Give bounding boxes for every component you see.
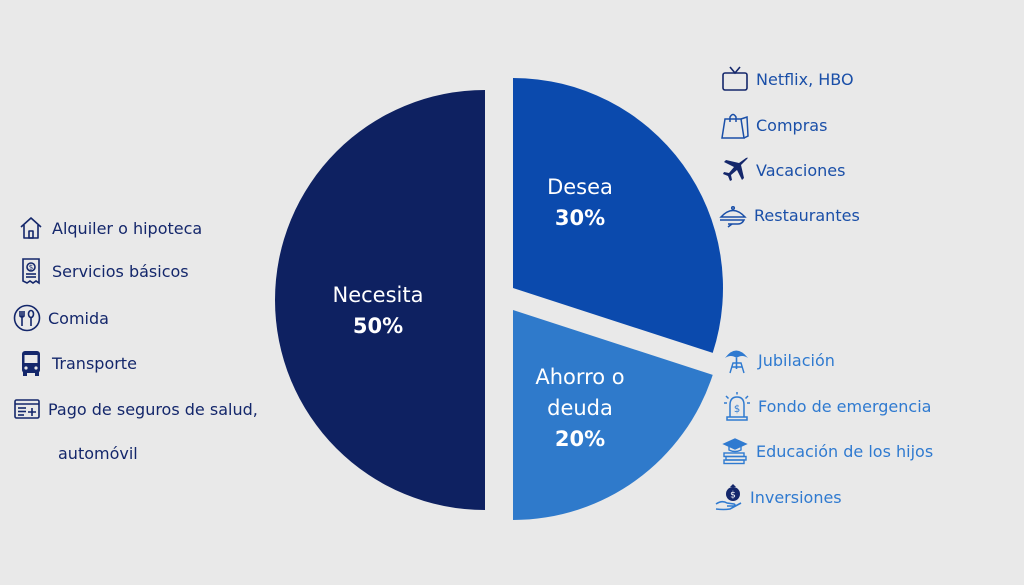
- legend-label: Alquiler o hipoteca: [52, 218, 203, 238]
- legend-label: Servicios básicos: [52, 261, 189, 281]
- legend-item-educacion: Educación de los hijos: [720, 436, 933, 466]
- slice-name: Desea: [547, 175, 613, 199]
- graduation-cap-books-icon: [720, 436, 750, 466]
- legend-item-vacaciones: Vacaciones: [720, 155, 845, 185]
- legend-item-inversiones: $ Inversiones: [714, 482, 842, 512]
- legend-item-restaurantes: Restaurantes: [718, 200, 860, 230]
- legend-label: Educación de los hijos: [756, 441, 934, 461]
- slice-label-ahorro: Ahorro o deuda 20%: [520, 362, 640, 455]
- insurance-card-icon: [12, 394, 42, 424]
- legend-label: Restaurantes: [754, 205, 860, 225]
- legend-label: Vacaciones: [756, 160, 846, 180]
- shopping-bag-icon: [720, 110, 750, 140]
- legend-label: Comida: [48, 308, 109, 328]
- legend-item-fondo: $ Fondo de emergencia: [722, 391, 931, 421]
- pie-slice-desea: [513, 78, 723, 353]
- legend-label-continuation: automóvil: [58, 444, 138, 463]
- house-icon: [16, 213, 46, 243]
- bill-icon: $: [16, 256, 46, 286]
- legend-label: Netflix, HBO: [756, 69, 854, 89]
- hand-money-bag-icon: $: [714, 482, 744, 512]
- legend-item-comida: Comida: [12, 303, 109, 333]
- bus-icon: [16, 348, 46, 378]
- beach-umbrella-icon: [722, 345, 752, 375]
- airplane-icon: [720, 155, 750, 185]
- pie-slice-ahorro: [513, 310, 713, 520]
- pie-slice-necesita: [275, 90, 485, 510]
- slice-percent: 30%: [554, 206, 606, 230]
- legend-label: Inversiones: [750, 487, 842, 507]
- svg-text:$: $: [29, 264, 33, 272]
- legend-label: Transporte: [52, 353, 137, 373]
- legend-item-alquiler: Alquiler o hipoteca: [16, 213, 202, 243]
- svg-text:$: $: [734, 404, 740, 415]
- slice-percent: 50%: [352, 314, 404, 338]
- legend-item-servicios: $ Servicios básicos: [16, 256, 189, 286]
- legend-item-jubilacion: Jubilación: [722, 345, 835, 375]
- legend-item-netflix: Netflix, HBO: [720, 64, 854, 94]
- legend-label: Compras: [756, 115, 828, 135]
- cloche-icon: [718, 200, 748, 230]
- tv-icon: [720, 64, 750, 94]
- fork-spoon-icon: [12, 303, 42, 333]
- slice-label-necesita: Necesita 50%: [296, 280, 460, 342]
- legend-label: Pago de seguros de salud,: [48, 399, 258, 419]
- slice-name: Necesita: [332, 283, 424, 307]
- legend-item-seguros: Pago de seguros de salud,: [12, 394, 258, 424]
- slice-label-desea: Desea 30%: [510, 172, 650, 234]
- alarm-money-icon: $: [722, 391, 752, 421]
- legend-label: Jubilación: [758, 350, 835, 370]
- slice-name: Ahorro o deuda: [535, 365, 625, 420]
- legend-item-compras: Compras: [720, 110, 827, 140]
- slice-percent: 20%: [554, 427, 606, 451]
- legend-label: Fondo de emergencia: [758, 396, 932, 416]
- svg-text:$: $: [730, 491, 736, 501]
- legend-item-transporte: Transporte: [16, 348, 137, 378]
